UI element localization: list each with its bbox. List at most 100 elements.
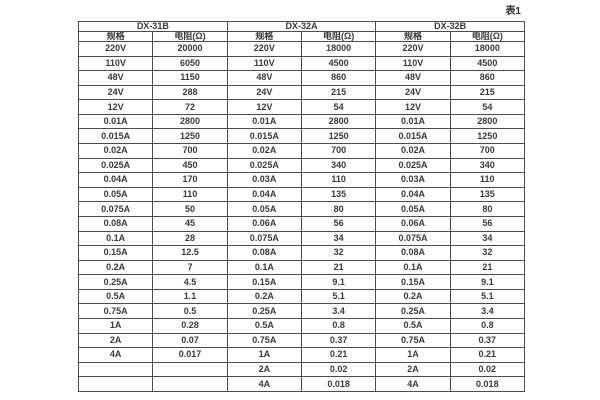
resistance-cell: 0.21 [300, 347, 377, 363]
table-row: 48V 1150 48V 860 48V 860 [77, 70, 526, 86]
table-row: 12V 72 12V 54 12V 54 [77, 99, 526, 115]
spec-cell: 1A [226, 347, 302, 363]
spec-cell: 0.01A [226, 113, 302, 130]
resistance-cell: 9.1 [449, 274, 526, 290]
resistance-cell: 3.4 [449, 303, 526, 319]
spec-cell: 4A [77, 347, 154, 363]
resistance-cell: 2800 [300, 113, 377, 130]
table-row: 0.2A 7 0.1A 21 0.1A 21 [77, 259, 526, 276]
table-row: 0.075A 50 0.05A 80 0.05A 80 [77, 201, 526, 217]
spec-cell: 0.75A [77, 303, 154, 319]
spec-cell: 0.25A [226, 303, 302, 319]
table-row: 0.04A 170 0.03A 110 0.03A 110 [77, 172, 526, 188]
resistance-cell: 0.21 [449, 347, 526, 363]
resistance-cell: 32 [449, 245, 526, 261]
resistance-cell: 1150 [152, 70, 228, 86]
spec-cell: 0.15A [375, 274, 451, 290]
resistance-cell: 21 [300, 259, 377, 276]
resistance-cell: 54 [300, 99, 377, 115]
resistance-cell: 12.5 [152, 245, 228, 261]
resistance-cell: 0.07 [152, 332, 228, 349]
spec-cell: 12V [77, 99, 154, 115]
resistance-cell: 56 [449, 215, 526, 232]
spec-header: 规格 [226, 31, 302, 42]
table-row: 0.015A 1250 0.015A 1250 0.015A 1250 [77, 128, 526, 145]
spec-cell: 110V [375, 55, 451, 72]
spec-cell: 2A [226, 361, 302, 378]
spec-cell: 0.02A [77, 143, 154, 159]
spec-cell: 0.015A [226, 128, 302, 145]
group-header-dx-31b: DX-31B [78, 21, 228, 32]
resistance-cell: 34 [300, 230, 377, 247]
spec-cell: 0.5A [77, 288, 154, 305]
resistance-cell: 1.1 [152, 288, 228, 305]
resistance-header: 电阻(Ω) [449, 31, 526, 42]
spec-cell: 0.025A [375, 157, 451, 174]
spec-cell: 0.75A [226, 332, 302, 349]
resistance-cell: 3.4 [300, 303, 377, 319]
resistance-cell: 6050 [152, 55, 228, 72]
table-row: 4A 0.018 4A 0.018 [77, 376, 526, 392]
resistance-cell: 2800 [152, 113, 228, 130]
spec-cell: 0.075A [375, 230, 451, 247]
resistance-header: 电阻(Ω) [152, 31, 228, 42]
spec-cell: 220V [375, 41, 451, 57]
spec-cell: 0.1A [226, 259, 302, 276]
resistance-cell: 700 [300, 143, 377, 159]
resistance-cell: 0.5 [152, 303, 228, 319]
resistance-cell: 80 [449, 201, 526, 217]
resistance-cell: 18000 [449, 41, 526, 57]
resistance-cell: 28 [152, 230, 228, 247]
resistance-cell: 110 [449, 172, 526, 188]
table-row: 0.08A 45 0.06A 56 0.06A 56 [77, 215, 526, 232]
spec-cell: 0.1A [77, 230, 154, 247]
spec-cell: 0.08A [226, 245, 302, 261]
spec-cell: 48V [226, 70, 302, 86]
resistance-cell: 0.28 [152, 317, 228, 334]
resistance-cell: 700 [152, 143, 228, 159]
spec-cell [77, 361, 154, 378]
spec-cell: 4A [226, 376, 302, 392]
resistance-cell: 450 [152, 157, 228, 174]
spec-cell: 0.06A [226, 215, 302, 232]
resistance-cell: 215 [300, 84, 377, 101]
spec-cell: 4A [375, 376, 451, 392]
spec-cell: 110V [77, 55, 154, 72]
resistance-cell: 72 [152, 99, 228, 115]
spec-cell: 0.03A [226, 172, 302, 188]
resistance-cell: 215 [449, 84, 526, 101]
spec-cell: 0.06A [375, 215, 451, 232]
spec-cell: 2A [375, 361, 451, 378]
spec-cell: 0.05A [77, 186, 154, 203]
resistance-cell: 80 [300, 201, 377, 217]
resistance-cell: 700 [449, 143, 526, 159]
spec-cell: 0.04A [77, 172, 154, 188]
spec-cell: 1A [375, 347, 451, 363]
spec-cell: 2A [77, 332, 154, 349]
resistance-cell: 1250 [449, 128, 526, 145]
spec-cell: 0.075A [226, 230, 302, 247]
table-row: 0.05A 110 0.04A 135 0.04A 135 [77, 186, 526, 203]
resistance-cell: 50 [152, 201, 228, 217]
spec-cell: 0.15A [226, 274, 302, 290]
resistance-cell: 1250 [152, 128, 228, 145]
resistance-cell: 20000 [152, 41, 228, 57]
spec-cell: 24V [77, 84, 154, 101]
resistance-cell: 110 [152, 186, 228, 203]
resistance-cell: 9.1 [300, 274, 377, 290]
resistance-cell: 4500 [449, 55, 526, 72]
resistance-cell: 288 [152, 84, 228, 101]
spec-cell: 24V [226, 84, 302, 101]
group-header-row: DX-31B DX-32A DX-32B [78, 21, 525, 32]
resistance-cell: 860 [300, 70, 377, 86]
table-row: 0.025A 450 0.025A 340 0.025A 340 [77, 157, 526, 174]
resistance-cell: 0.018 [449, 376, 526, 392]
resistance-cell: 5.1 [300, 288, 377, 305]
resistance-cell: 0.018 [300, 376, 377, 392]
spec-cell [77, 376, 154, 392]
sub-header-row: 规格 电阻(Ω) 规格 电阻(Ω) 规格 电阻(Ω) [77, 31, 526, 42]
spec-cell: 0.01A [77, 113, 154, 130]
resistance-cell: 0.8 [449, 317, 526, 334]
spec-cell: 0.04A [226, 186, 302, 203]
spec-cell: 24V [375, 84, 451, 101]
